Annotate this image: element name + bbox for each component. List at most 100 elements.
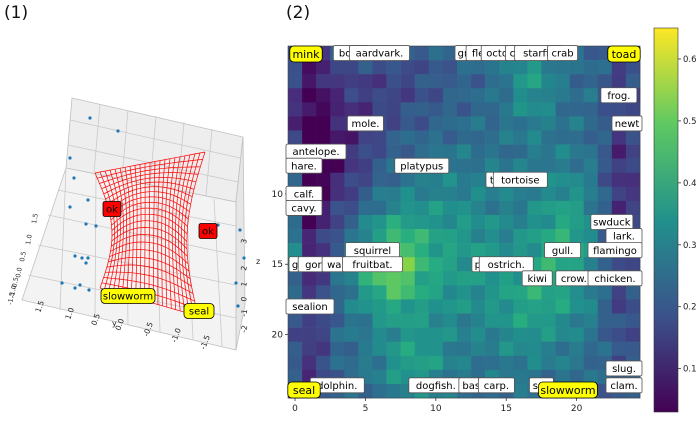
corner-label-text: mink <box>292 48 320 61</box>
heatmap-cell <box>330 341 345 357</box>
heatmap-cell <box>358 172 373 188</box>
heatmap-cell <box>330 116 345 131</box>
heatmap-annotation: calf. <box>285 185 323 202</box>
heatmap-cell <box>302 88 317 103</box>
surface-label-box <box>198 223 218 239</box>
heatmap-cell <box>471 144 486 159</box>
heatmap-cell <box>471 130 486 145</box>
heatmap-cell <box>611 102 627 117</box>
mesh-line-u <box>168 157 176 309</box>
heatmap-annotation-box <box>521 270 553 287</box>
heatmap-cell <box>428 116 444 131</box>
heatmap-annotation-text: crab <box>552 49 574 60</box>
heatmap-annotation-box <box>347 115 384 132</box>
heatmap-cell <box>471 243 486 258</box>
heatmap-cell <box>372 130 387 145</box>
heatmap-cell <box>555 158 570 174</box>
heatmap-cell <box>569 186 584 202</box>
heatmap-annotation-text: clam. <box>610 381 637 392</box>
heatmap-cell <box>330 74 345 89</box>
heatmap-cell <box>386 285 401 300</box>
heatmap-cell <box>414 257 430 272</box>
corner-label: mink <box>289 45 323 63</box>
heatmap-cell <box>569 341 584 357</box>
heatmap-cell <box>569 144 584 159</box>
heatmap-cell <box>471 60 486 75</box>
heatmap-cell <box>499 271 514 286</box>
mesh-line-v <box>111 220 188 242</box>
heatmap-cell <box>555 60 570 75</box>
heatmap-annotation: mole. <box>347 115 384 132</box>
heatmap-cell <box>456 313 472 328</box>
heatmap-cell <box>316 130 331 145</box>
heatmap-cell <box>499 285 514 300</box>
heatmap-cell <box>569 369 584 385</box>
heatmap-cell <box>555 341 570 357</box>
heatmap-annotation-text: crow. <box>561 274 587 285</box>
heatmap-cell <box>597 327 613 342</box>
colorbar-tick-label: 0.3 <box>683 241 697 251</box>
heatmap-annotation-text: gull. <box>552 246 573 257</box>
heatmap-cell <box>471 299 486 314</box>
heatmap-cell <box>428 60 444 75</box>
heatmap-cell <box>330 172 345 188</box>
heatmap-cell <box>541 313 556 328</box>
heatmap-cell <box>513 60 528 75</box>
heatmap-cell <box>442 74 458 89</box>
heatmap-cell <box>583 88 599 103</box>
heatmap-cell <box>456 200 472 216</box>
heatmap-cell <box>428 102 444 117</box>
heatmap-cell <box>414 200 430 216</box>
heatmap-cell <box>471 341 486 357</box>
heatmap-cell <box>400 172 416 188</box>
heatmap-cell <box>344 355 359 371</box>
heatmap-cell <box>485 200 500 216</box>
heatmap-cell <box>555 355 570 371</box>
heatmap-annotation-text: newt <box>615 119 640 130</box>
heatmap-cell <box>302 60 317 75</box>
heatmap-cell <box>499 116 514 131</box>
heatmap-cell <box>569 299 584 314</box>
heatmap-cell <box>499 158 514 174</box>
heatmap-cell <box>625 327 641 342</box>
heatmap-cell <box>386 186 401 202</box>
heatmap-cell <box>302 341 317 357</box>
corner-label: slowworm <box>538 381 598 399</box>
heatmap-cell <box>485 158 500 174</box>
corner-label-text: toad <box>612 48 637 61</box>
y-tick-label: 20 <box>272 331 284 341</box>
heatmap-cell <box>527 186 542 202</box>
heatmap-cell <box>597 200 613 216</box>
heatmap-cell <box>611 257 627 272</box>
heatmap-cell <box>330 271 345 286</box>
heatmap-cell <box>625 158 641 174</box>
heatmap-cell <box>485 88 500 103</box>
heatmap-cell <box>499 355 514 371</box>
heatmap-cell <box>597 341 613 357</box>
x-tick-label: 0 <box>292 404 298 414</box>
heatmap-cell <box>372 327 387 342</box>
heatmap-cell <box>372 341 387 357</box>
heatmap-cell <box>527 229 542 244</box>
z-axis-label: z <box>256 257 260 266</box>
heatmap-cell <box>513 200 528 216</box>
heatmap-annotation-text: carp. <box>484 381 509 392</box>
heatmap-annotation-box <box>587 242 643 259</box>
mesh-line-v <box>111 227 188 250</box>
heatmap-cell <box>555 186 570 202</box>
heatmap-cell <box>442 214 458 230</box>
heatmap-cell <box>358 102 373 117</box>
heatmap-cell <box>386 60 401 75</box>
heatmap-cell <box>499 130 514 145</box>
heatmap-cell <box>344 200 359 216</box>
heatmap-cell <box>442 186 458 202</box>
heatmap-annotation-text: slug. <box>612 364 636 375</box>
heatmap-cell <box>583 341 599 357</box>
mesh-line-v <box>105 271 194 294</box>
heatmap-annotation-text: dolphin. <box>317 381 357 392</box>
heatmap-cell <box>541 186 556 202</box>
heatmap-cell <box>288 130 303 145</box>
heatmap-cell <box>344 327 359 342</box>
heatmap-cell <box>302 285 317 300</box>
heatmap-cell <box>513 369 528 385</box>
